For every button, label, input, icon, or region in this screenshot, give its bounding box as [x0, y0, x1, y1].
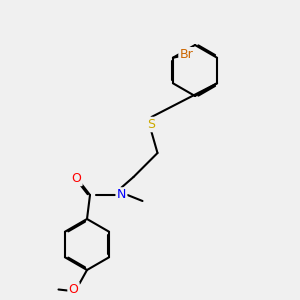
Text: N: N — [117, 188, 126, 202]
Text: O: O — [69, 283, 78, 296]
Text: O: O — [72, 172, 81, 185]
Text: S: S — [148, 118, 155, 131]
Text: Br: Br — [179, 48, 193, 61]
